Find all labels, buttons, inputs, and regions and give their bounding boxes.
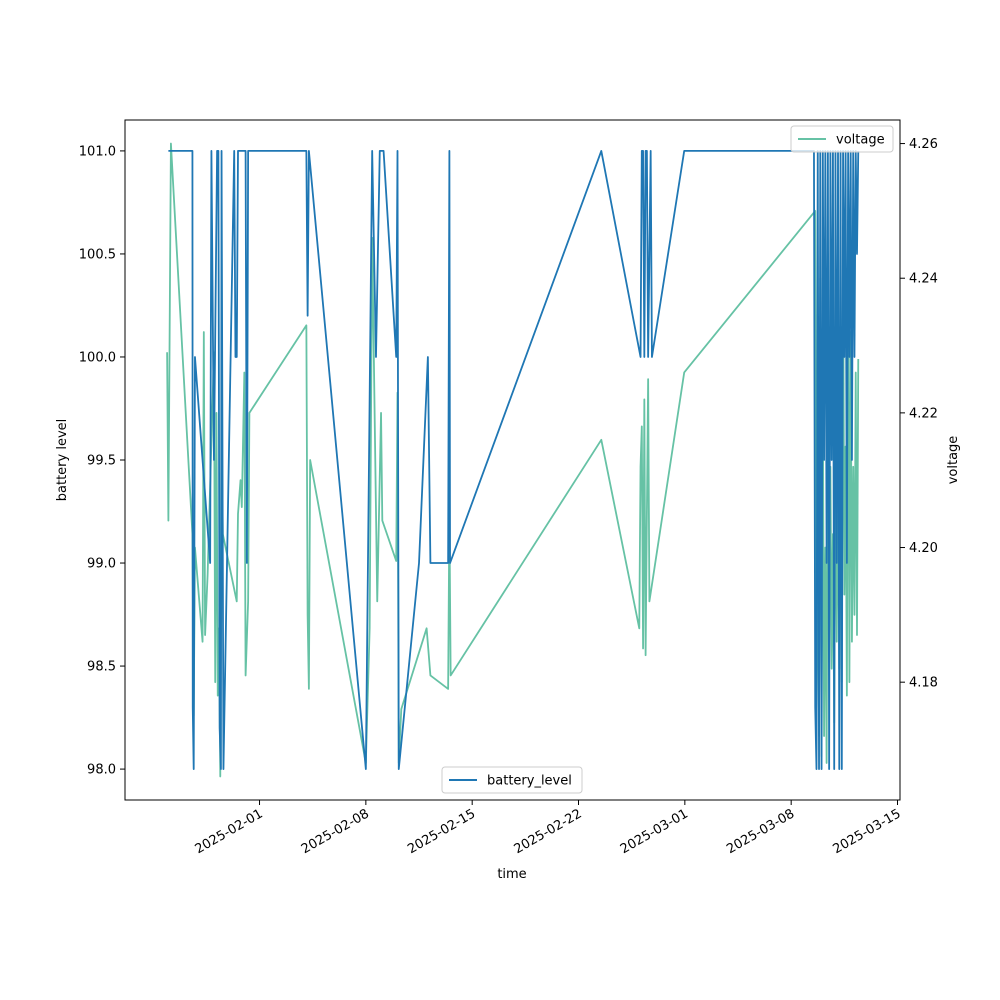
right-y-tick-label: 4.20 xyxy=(909,541,938,556)
x-tick-label: 2025-02-01 xyxy=(193,806,266,857)
left-y-tick-label: 99.5 xyxy=(87,454,116,469)
left-y-tick-label: 98.5 xyxy=(87,660,116,675)
right-y-tick-label: 4.18 xyxy=(909,676,938,691)
x-axis-label: time xyxy=(497,867,526,882)
right-y-tick-label: 4.24 xyxy=(909,272,938,287)
left-y-tick-label: 100.5 xyxy=(79,247,116,262)
left-y-tick-label: 100.0 xyxy=(79,350,116,365)
x-tick-label: 2025-03-15 xyxy=(831,806,904,857)
x-tick-label: 2025-02-15 xyxy=(405,806,478,857)
x-axis-ticks: 2025-02-01 2025-02-08 2025-02-15 2025-02-22… xyxy=(193,800,904,857)
plot-area-frame xyxy=(124,119,901,801)
series-layer xyxy=(166,142,860,778)
x-tick-label: 2025-02-08 xyxy=(299,806,372,857)
legend-battery-level: battery_level xyxy=(441,766,583,794)
left-y-tick-label: 98.0 xyxy=(87,763,116,778)
right-y-tick-label: 4.22 xyxy=(909,406,938,421)
left-y-axis-label: battery level xyxy=(55,419,70,502)
right-y-axis-label: voltage xyxy=(946,436,961,485)
left-y-axis-ticks: 98.0 98.5 99.0 99.5 100.0 100.5 101.0 xyxy=(79,144,125,778)
right-y-axis-ticks: 4.18 4.20 4.22 4.24 4.26 xyxy=(900,137,938,691)
right-y-tick-label: 4.26 xyxy=(909,137,938,152)
series-line-voltage xyxy=(166,142,860,778)
left-y-tick-label: 101.0 xyxy=(79,144,116,159)
left-y-tick-label: 99.0 xyxy=(87,557,116,572)
legend-voltage-box xyxy=(790,125,894,153)
x-tick-label: 2025-02-22 xyxy=(512,806,585,857)
x-tick-label: 2025-03-08 xyxy=(724,806,797,857)
legend-battery-label: battery_level xyxy=(487,774,572,789)
x-tick-label: 2025-03-01 xyxy=(618,806,691,857)
legend-voltage: voltage xyxy=(790,125,894,153)
legend-battery-box xyxy=(441,766,583,794)
legend-voltage-label: voltage xyxy=(836,133,885,148)
series-line-battery-level xyxy=(168,150,860,770)
